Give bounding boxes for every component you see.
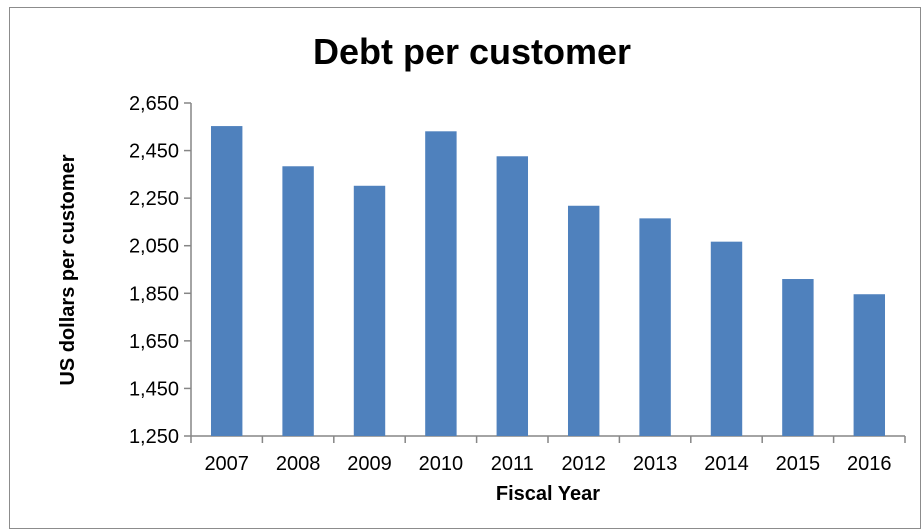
chart-title: Debt per customer (313, 31, 631, 72)
x-tick-label: 2009 (347, 453, 392, 475)
x-tick-label: 2011 (491, 453, 534, 475)
bar-2016 (853, 294, 886, 436)
bar-2014 (710, 241, 743, 436)
y-tick-label: 2,450 (129, 141, 179, 163)
x-axis-title: Fiscal Year (496, 483, 600, 505)
x-tick-label: 2012 (561, 453, 606, 475)
bars (210, 126, 886, 436)
y-tick-label: 2,050 (129, 236, 179, 258)
bar-2012 (567, 205, 600, 436)
bar-2013 (639, 218, 671, 436)
y-tick-label: 2,250 (129, 188, 179, 210)
x-tick-label: 2007 (204, 453, 249, 475)
y-tick-label: 1,250 (129, 426, 179, 448)
y-tick-label: 1,650 (129, 331, 179, 353)
bar-2009 (353, 185, 386, 436)
x-tick-label: 2015 (776, 453, 821, 475)
x-tick-label: 2014 (704, 453, 749, 475)
y-tick-label: 1,850 (129, 283, 179, 305)
x-tick-label: 2013 (633, 453, 678, 475)
chart-frame (9, 7, 921, 529)
bar-2011 (496, 156, 529, 436)
y-axis: 1,250 1,450 1,650 1,850 2,050 2,250 2,450 2,650 (129, 93, 192, 448)
x-tick-label: 2016 (847, 453, 892, 475)
x-axis: 2007 2008 2009 2010 2011 2012 2013 2014 2015 2016 (190, 435, 906, 475)
y-tick-label: 1,450 (129, 378, 179, 400)
bar-2007 (210, 126, 243, 436)
y-tick-label: 2,650 (129, 93, 179, 115)
bar-2008 (282, 166, 314, 436)
x-tick-label: 2010 (419, 453, 464, 475)
bar-2010 (425, 131, 457, 436)
y-axis-title: US dollars per customer (57, 154, 79, 385)
x-tick-label: 2008 (276, 453, 321, 475)
bar-2015 (782, 279, 814, 436)
